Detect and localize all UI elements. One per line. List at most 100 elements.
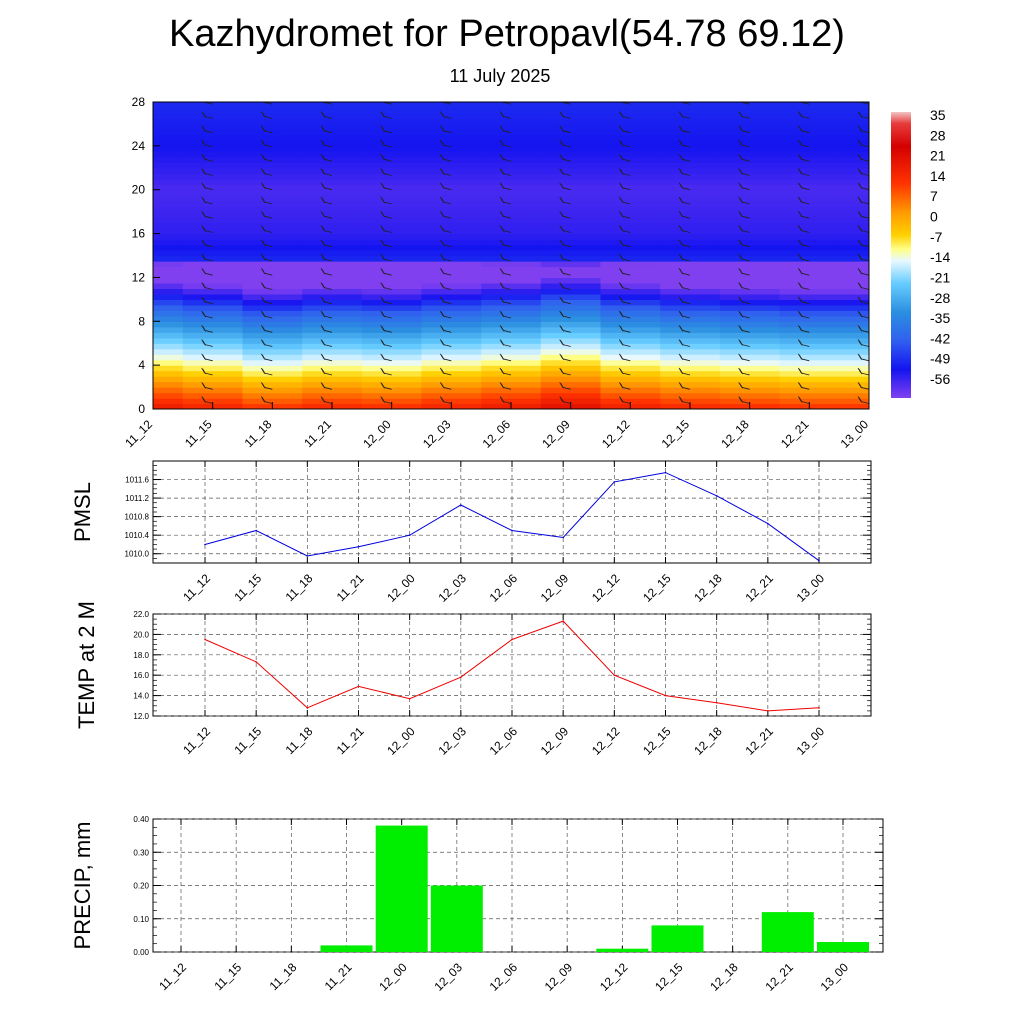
heatmap-cell	[839, 107, 869, 114]
heatmap-cell	[302, 102, 363, 109]
heatmap-cell	[779, 293, 840, 300]
wind-barb	[153, 132, 154, 133]
heatmap-cell	[839, 261, 869, 268]
heatmap-cell	[153, 282, 184, 289]
heatmap-cell	[660, 118, 721, 125]
heatmap-cell	[242, 140, 303, 147]
heatmap-cell	[540, 299, 602, 306]
heatmap-cell	[719, 392, 781, 399]
wind-barb	[618, 168, 631, 176]
heatmap-cell	[242, 145, 303, 152]
heatmap-cell	[421, 167, 482, 174]
heatmap-cell	[839, 255, 869, 262]
heatmap-cell	[779, 261, 840, 268]
heatmap-cell	[302, 156, 363, 163]
heatmap-cell	[242, 189, 303, 196]
xtick-label: 12_12	[589, 571, 623, 605]
heatmap-cell	[600, 107, 661, 114]
heatmap-cell	[839, 118, 869, 125]
heatmap-cell	[779, 387, 840, 394]
heatmap-cell	[839, 217, 869, 224]
heatmap-cell	[421, 162, 482, 169]
heatmap-cell	[421, 129, 482, 136]
wind-barb	[320, 225, 333, 233]
wind-barb	[857, 382, 869, 390]
wind-barb	[559, 225, 571, 233]
wind-barb	[499, 339, 512, 347]
heatmap-cell	[839, 206, 869, 213]
heatmap-cell	[153, 145, 184, 152]
heatmap-cell	[660, 189, 721, 196]
heatmap-cell	[660, 277, 721, 284]
heatmap-cell	[540, 250, 602, 257]
wind-barb	[260, 139, 273, 148]
heatmap-cell	[361, 140, 423, 147]
heatmap-cell	[719, 376, 781, 383]
heatmap-cell	[481, 321, 542, 328]
heatmap-cell	[153, 392, 184, 399]
heatmap-cell	[839, 156, 869, 163]
wind-barb	[320, 139, 333, 148]
heatmap-cell	[660, 206, 721, 213]
wind-barb	[499, 182, 512, 191]
heatmap-cell	[153, 184, 184, 191]
heatmap-cell	[153, 277, 184, 284]
heatmap-cell	[481, 102, 542, 109]
heatmap-cell	[361, 184, 423, 191]
heatmap-cell	[481, 200, 542, 207]
heatmap-cell	[719, 348, 781, 355]
heatmap-cell	[182, 228, 244, 235]
wind-barb	[797, 139, 810, 148]
heatmap-cell	[839, 145, 869, 152]
wind-barb	[499, 168, 512, 176]
heatmap-xtick-label: 11_18	[242, 417, 275, 450]
wind-barb	[201, 225, 213, 233]
heatmap-xtick-label: 11_12	[122, 417, 155, 450]
wind-barb	[380, 182, 392, 191]
heatmap-cell	[302, 228, 363, 235]
wind-barb	[797, 310, 810, 319]
wind-barb	[678, 111, 691, 119]
heatmap-cell	[182, 337, 244, 344]
wind-barb	[439, 296, 452, 305]
heatmap-cell	[481, 129, 542, 136]
heatmap-cell	[779, 178, 840, 185]
heatmap-cell	[242, 299, 303, 306]
wind-barb	[797, 382, 810, 390]
wind-barb	[559, 111, 571, 119]
heatmap-cell	[540, 239, 602, 246]
heatmap-cell	[660, 288, 721, 295]
heatmap-cell	[481, 113, 542, 120]
heatmap-cell	[719, 277, 781, 284]
xtick-label: 12_18	[691, 724, 725, 758]
heatmap-cell	[182, 222, 244, 229]
wind-barb	[618, 382, 631, 390]
wind-barb	[797, 325, 810, 333]
wind-barb	[738, 325, 750, 333]
heatmap-cell	[302, 211, 363, 218]
ytick-label: 0.00	[133, 948, 149, 957]
heatmap-cell	[182, 184, 244, 191]
xtick-label: 12_12	[597, 960, 631, 994]
heatmap-cell	[481, 282, 542, 289]
heatmap-cell	[421, 376, 482, 383]
heatmap-cell	[660, 195, 721, 202]
heatmap-cell	[242, 134, 303, 141]
wind-barb	[201, 196, 213, 205]
heatmap-cell	[600, 102, 661, 109]
colorbar-gradient	[891, 112, 911, 398]
heatmap-cell	[600, 370, 661, 377]
heatmap-cell	[481, 178, 542, 185]
heatmap-cell	[421, 299, 482, 306]
heatmap-cell	[421, 233, 482, 240]
heatmap-cell	[182, 123, 244, 130]
wind-barb	[738, 353, 750, 362]
heatmap-cell	[600, 310, 661, 317]
heatmap-cell	[660, 228, 721, 235]
heatmap-cell	[719, 244, 781, 251]
heatmap-cell	[302, 332, 363, 339]
heatmap-cell	[779, 381, 840, 388]
heatmap-cell	[839, 293, 869, 300]
wind-barb	[618, 210, 631, 219]
wind-barb	[320, 282, 333, 290]
